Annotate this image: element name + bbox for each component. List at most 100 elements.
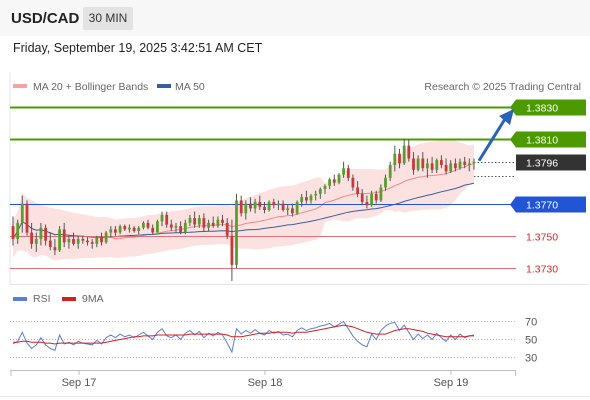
candle-body: [165, 214, 169, 225]
rsi-ma-legend-swatch: [62, 297, 76, 301]
candle-body: [151, 227, 155, 233]
candle-body: [230, 235, 234, 265]
candle-body: [463, 161, 467, 165]
ma20-legend-swatch: [13, 84, 27, 88]
candle-body: [81, 239, 85, 241]
candle-body: [20, 203, 24, 223]
candle-body: [430, 163, 434, 170]
level-1-3796-tag: [516, 154, 586, 171]
candle-body: [160, 214, 164, 222]
rsi-tick-50: 50: [525, 335, 537, 347]
candle-body: [370, 193, 373, 206]
candle-body: [286, 208, 290, 210]
candle-body: [305, 197, 308, 201]
candle-body: [300, 197, 304, 202]
candle-body: [156, 221, 159, 233]
candle-body: [384, 177, 387, 188]
candle-body: [86, 240, 89, 243]
candles-layer: [11, 139, 476, 281]
candle-body: [272, 202, 276, 206]
candle-body: [267, 202, 271, 210]
candle-body: [100, 237, 103, 243]
candle-body: [388, 165, 392, 178]
candle-body: [202, 218, 206, 228]
candle-body: [67, 239, 71, 243]
candle-body: [342, 168, 345, 175]
candle-body: [435, 160, 439, 170]
rsi-tick-70: 70: [525, 317, 537, 329]
candle-body: [314, 193, 318, 196]
candle-body: [472, 161, 476, 164]
rsi-tick-30: 30: [525, 353, 537, 365]
ma20-legend-label: MA 20 + Bollinger Bands: [33, 81, 148, 93]
candle-body: [44, 227, 47, 241]
candle-body: [179, 226, 182, 233]
candle-body: [146, 222, 150, 228]
rsi-ma-legend-label: 9MA: [82, 293, 104, 305]
candle-body: [109, 229, 113, 233]
ma50-legend-swatch: [157, 84, 171, 88]
candle-body: [128, 227, 131, 230]
level-1-3770-label: 1.3770: [526, 200, 558, 212]
candle-body: [90, 242, 94, 244]
candle-body: [104, 232, 108, 243]
candle-body: [76, 239, 80, 244]
candle-body: [53, 247, 57, 251]
candle-body: [449, 163, 453, 172]
candle-body: [193, 218, 196, 225]
candle-body: [221, 219, 224, 223]
candle-body: [169, 224, 173, 228]
candle-body: [258, 202, 262, 207]
candle-body: [239, 200, 243, 214]
candle-body: [379, 187, 383, 201]
candle-body: [281, 203, 285, 210]
candle-body: [72, 239, 75, 244]
candle-body: [421, 158, 425, 169]
copyright-text: Research © 2025 Trading Central: [424, 81, 581, 93]
candle-body: [295, 202, 299, 214]
candle-body: [291, 208, 294, 214]
candle-body: [249, 203, 252, 209]
support-resistance-layer: 1.3830 1.3810 1.3796 1.3770 1.3750 1.3730: [10, 99, 586, 276]
candle-body: [225, 222, 229, 236]
candle-body: [277, 203, 280, 206]
x-label-sep-19: Sep 19: [434, 377, 469, 389]
candle-body: [426, 163, 429, 169]
candle-body: [402, 145, 406, 164]
candle-body: [114, 229, 117, 233]
candle-body: [328, 179, 331, 186]
candle-body: [118, 226, 122, 233]
candle-body: [95, 237, 99, 244]
candle-body: [253, 202, 257, 209]
candle-body: [374, 193, 378, 201]
candle-body: [323, 185, 327, 190]
forecast-arrow-head: [499, 109, 514, 125]
candle-body: [398, 153, 401, 164]
level-1-3810-label: 1.3810: [526, 135, 558, 147]
x-axis-layer: Sep 17 Sep 18 Sep 19: [62, 370, 469, 389]
level-1-3830-label: 1.3830: [526, 103, 558, 115]
candle-body: [132, 227, 136, 231]
candle-body: [263, 206, 266, 210]
candle-body: [39, 227, 43, 240]
candle-body: [407, 145, 411, 159]
candle-body: [467, 163, 471, 165]
bollinger-bands-layer: [13, 139, 474, 261]
forecast-arrow-layer: [477, 109, 514, 162]
rsi-legend-label: RSI: [33, 293, 51, 305]
rsi-ma-line: [13, 324, 474, 345]
candle-body: [393, 153, 397, 165]
candle-body: [412, 158, 415, 170]
candle-body: [137, 227, 141, 231]
level-1-3750-label: 1.3750: [526, 232, 558, 244]
candle-body: [183, 222, 187, 233]
candle-body: [30, 232, 33, 244]
candle-body: [62, 229, 66, 243]
candle-body: [123, 226, 127, 230]
level-1-3770-tag: [516, 196, 586, 213]
candle-body: [11, 226, 15, 239]
timeframe-button[interactable]: 30 MIN: [83, 7, 133, 30]
rsi-line: [12, 320, 475, 354]
candle-body: [337, 174, 341, 183]
